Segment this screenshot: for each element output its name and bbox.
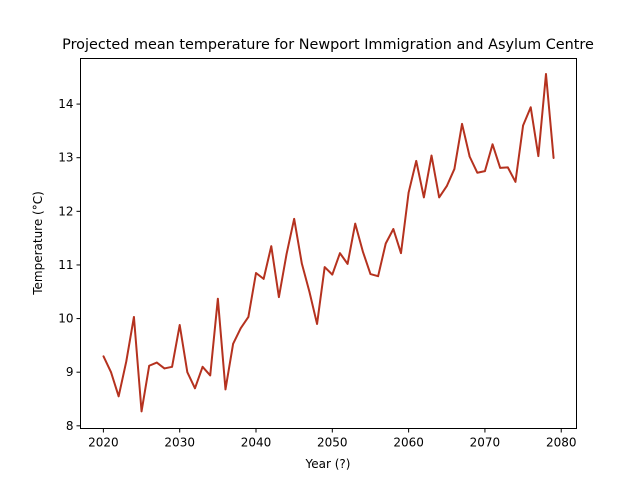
data-point [415, 160, 418, 162]
x-axis-label: Year (?) [305, 457, 351, 471]
data-point [140, 410, 143, 413]
y-tick-label: 10 [58, 312, 73, 326]
data-point [186, 371, 189, 374]
data-point [484, 170, 486, 172]
data-point [346, 263, 349, 265]
data-point [239, 327, 242, 330]
data-point [537, 155, 540, 157]
y-axis-label: Temperature (°C) [31, 191, 45, 296]
data-point [232, 342, 234, 345]
data-point [247, 316, 250, 318]
data-point [133, 316, 135, 318]
y-tick-label: 13 [58, 151, 73, 165]
data-point [300, 262, 303, 265]
data-point [545, 73, 547, 75]
series-group [102, 73, 555, 413]
data-point [178, 324, 181, 326]
data-point [293, 218, 295, 220]
data-point [461, 123, 463, 125]
data-point [163, 367, 166, 370]
data-point [369, 273, 372, 275]
data-point [354, 222, 357, 225]
data-point [552, 157, 555, 160]
data-point [507, 166, 509, 169]
data-point [445, 185, 448, 187]
data-point [262, 278, 265, 280]
x-tick-label: 2020 [88, 436, 119, 450]
data-point [499, 167, 501, 169]
data-point [308, 290, 311, 293]
data-point [323, 266, 326, 268]
y-tick-label: 8 [66, 419, 74, 433]
data-point [392, 228, 395, 230]
data-point [278, 296, 280, 298]
data-point [384, 242, 387, 245]
x-tick-label: 2080 [546, 436, 577, 450]
data-point [201, 366, 204, 368]
chart-title: Projected mean temperature for Newport I… [62, 37, 594, 53]
x-tick-label: 2070 [470, 436, 501, 450]
x-axis-ticks: 2020 2030 2040 2050 2060 2070 2080 [88, 428, 577, 450]
data-point [438, 196, 440, 199]
data-point [377, 275, 379, 278]
data-point [194, 387, 196, 390]
data-point [407, 191, 410, 194]
data-point [156, 361, 158, 364]
data-point [476, 171, 479, 174]
data-point [339, 252, 341, 254]
data-point [514, 181, 517, 183]
x-tick-label: 2030 [164, 436, 195, 450]
x-tick-label: 2060 [393, 436, 424, 450]
data-point [491, 143, 494, 146]
data-point [362, 250, 364, 253]
data-point [217, 297, 219, 300]
data-point [430, 154, 433, 157]
data-point [224, 388, 227, 391]
data-point [316, 323, 318, 325]
data-point [285, 253, 288, 256]
data-point [423, 196, 425, 199]
data-point [522, 124, 524, 127]
data-point [171, 366, 173, 368]
data-point [148, 364, 150, 367]
y-tick-label: 14 [58, 97, 73, 111]
data-point [270, 245, 273, 247]
y-tick-label: 12 [58, 204, 73, 218]
data-point [102, 355, 105, 357]
data-point [468, 155, 471, 158]
data-point [453, 168, 456, 170]
data-point [331, 273, 334, 276]
axes [80, 58, 577, 429]
y-tick-label: 9 [66, 365, 74, 379]
data-point [125, 360, 128, 363]
y-tick-label: 11 [58, 258, 73, 272]
data-point [117, 395, 120, 398]
data-point [209, 374, 212, 377]
y-axis-ticks: 8 9 10 11 12 13 14 [58, 97, 81, 433]
data-point [400, 252, 402, 254]
data-point [255, 272, 257, 274]
data-point [529, 106, 532, 109]
x-tick-label: 2040 [241, 436, 272, 450]
data-point [110, 371, 112, 374]
plot-frame [80, 58, 577, 429]
x-tick-label: 2050 [317, 436, 348, 450]
series-line [102, 73, 555, 413]
